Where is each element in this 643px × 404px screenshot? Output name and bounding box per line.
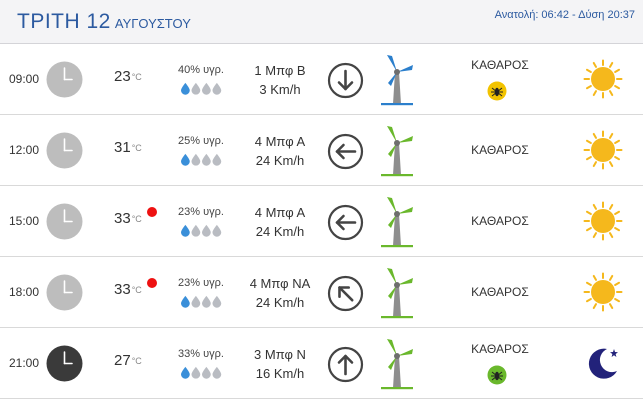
- sunrise-label: Ανατολή: 06:42: [494, 9, 569, 21]
- rain-drops-icon: [181, 224, 222, 237]
- sky-condition: ΚΑΘΑΡΟΣ: [471, 285, 529, 299]
- sky-condition: ΚΑΘΑΡΟΣ: [471, 143, 529, 157]
- sun-icon: [583, 201, 623, 241]
- time-label: 21:00: [9, 356, 40, 370]
- sunset-label: Δύση 20:37: [578, 9, 635, 21]
- forecast-row: 21:00 27°C 33% υγρ. 3 Μπφ Ν 16 Km/h ΚΑΘΑΡΟΣ: [0, 328, 643, 399]
- rain-drops-icon: [181, 82, 222, 95]
- sun-icon: [583, 130, 623, 170]
- day-label: ΤΡΙΤΗ 12: [17, 10, 111, 33]
- time-label: 09:00: [9, 72, 40, 86]
- wind-turbine-icon: [381, 55, 413, 106]
- temperature-value: 33: [114, 281, 131, 298]
- sky-condition: ΚΑΘΑΡΟΣ: [471, 342, 529, 356]
- time-label: 12:00: [9, 143, 40, 157]
- sky-condition: ΚΑΘΑΡΟΣ: [471, 214, 529, 228]
- humidity-label: 23% υγρ.: [178, 277, 224, 289]
- wind-beaufort: 3 Μπφ Ν: [254, 347, 306, 362]
- forecast-row: 18:00 33°C 23% υγρ. 4 Μπφ ΝΑ 24 Km/h ΚΑΘΑΡΟΣ: [0, 257, 643, 328]
- wind-beaufort: 1 Μπφ Β: [254, 63, 306, 78]
- arrow-down-icon: [327, 62, 364, 99]
- rain-drops-icon: [181, 153, 222, 166]
- humidity-label: 40% υγρ.: [178, 64, 224, 76]
- insect-icon: [487, 81, 507, 101]
- wind-beaufort: 4 Μπφ ΝΑ: [249, 276, 311, 291]
- sun-icon: [583, 272, 623, 312]
- arrow-left-icon: [327, 204, 364, 241]
- forecast-row: 09:00 23°C 40% υγρ. 1 Μπφ Β 3 Km/h ΚΑΘΑΡΟΣ: [0, 44, 643, 115]
- sun-icon: [583, 59, 623, 99]
- sky-condition: ΚΑΘΑΡΟΣ: [471, 58, 529, 72]
- temperature: 31°C: [114, 139, 142, 156]
- wind-turbine-icon: [381, 126, 413, 177]
- temperature-unit: °C: [131, 285, 142, 295]
- temperature-value: 31: [114, 139, 131, 156]
- humidity-label: 23% υγρ.: [178, 206, 224, 218]
- wind-speed: 24 Km/h: [255, 295, 305, 310]
- sun-times-separator: -: [568, 9, 579, 21]
- wind-beaufort: 4 Μπφ Α: [254, 205, 306, 220]
- wind-turbine-icon: [381, 268, 413, 319]
- temperature-unit: °C: [131, 143, 142, 153]
- temperature: 33°C: [114, 210, 142, 227]
- rain-drops-icon: [181, 295, 222, 308]
- day-title: ΤΡΙΤΗ 12 ΑΥΓΟΥΣΤΟΥ: [17, 10, 191, 34]
- clock-icon: [46, 203, 83, 240]
- wind-turbine-icon: [381, 339, 413, 390]
- wind-speed: 16 Km/h: [255, 366, 305, 381]
- day-header: ΤΡΙΤΗ 12 ΑΥΓΟΥΣΤΟΥ Ανατολή: 06:42 - Δύση …: [0, 0, 643, 44]
- temperature-value: 33: [114, 210, 131, 227]
- insect-icon: [487, 365, 507, 385]
- rain-drops-icon: [181, 366, 222, 379]
- forecast-row: 15:00 33°C 23% υγρ. 4 Μπφ Α 24 Km/h ΚΑΘΑΡΟΣ: [0, 186, 643, 257]
- arrow-up-left-icon: [327, 275, 364, 312]
- moon-icon: [588, 348, 618, 379]
- temperature-unit: °C: [131, 214, 142, 224]
- humidity-label: 25% υγρ.: [178, 135, 224, 147]
- forecast-row: 12:00 31°C 25% υγρ. 4 Μπφ Α 24 Km/h ΚΑΘΑΡΟΣ: [0, 115, 643, 186]
- temperature: 27°C: [114, 352, 142, 369]
- wind-beaufort: 4 Μπφ Α: [254, 134, 306, 149]
- heat-alert-icon: [147, 207, 157, 217]
- humidity-label: 33% υγρ.: [178, 348, 224, 360]
- clock-icon: [46, 274, 83, 311]
- clock-icon: [46, 345, 83, 382]
- sun-times: Ανατολή: 06:42 - Δύση 20:37: [495, 9, 635, 21]
- temperature-value: 27: [114, 352, 131, 369]
- temperature-unit: °C: [131, 72, 142, 82]
- month-label: ΑΥΓΟΥΣΤΟΥ: [114, 16, 191, 31]
- clock-icon: [46, 61, 83, 98]
- time-label: 18:00: [9, 285, 40, 299]
- wind-speed: 3 Km/h: [259, 82, 301, 97]
- temperature: 33°C: [114, 281, 142, 298]
- temperature: 23°C: [114, 68, 142, 85]
- arrow-up-icon: [327, 346, 364, 383]
- wind-turbine-icon: [381, 197, 413, 248]
- wind-speed: 24 Km/h: [255, 153, 305, 168]
- clock-icon: [46, 132, 83, 169]
- temperature-unit: °C: [131, 356, 142, 366]
- arrow-left-icon: [327, 133, 364, 170]
- wind-speed: 24 Km/h: [255, 224, 305, 239]
- time-label: 15:00: [9, 214, 40, 228]
- temperature-value: 23: [114, 68, 131, 85]
- heat-alert-icon: [147, 278, 157, 288]
